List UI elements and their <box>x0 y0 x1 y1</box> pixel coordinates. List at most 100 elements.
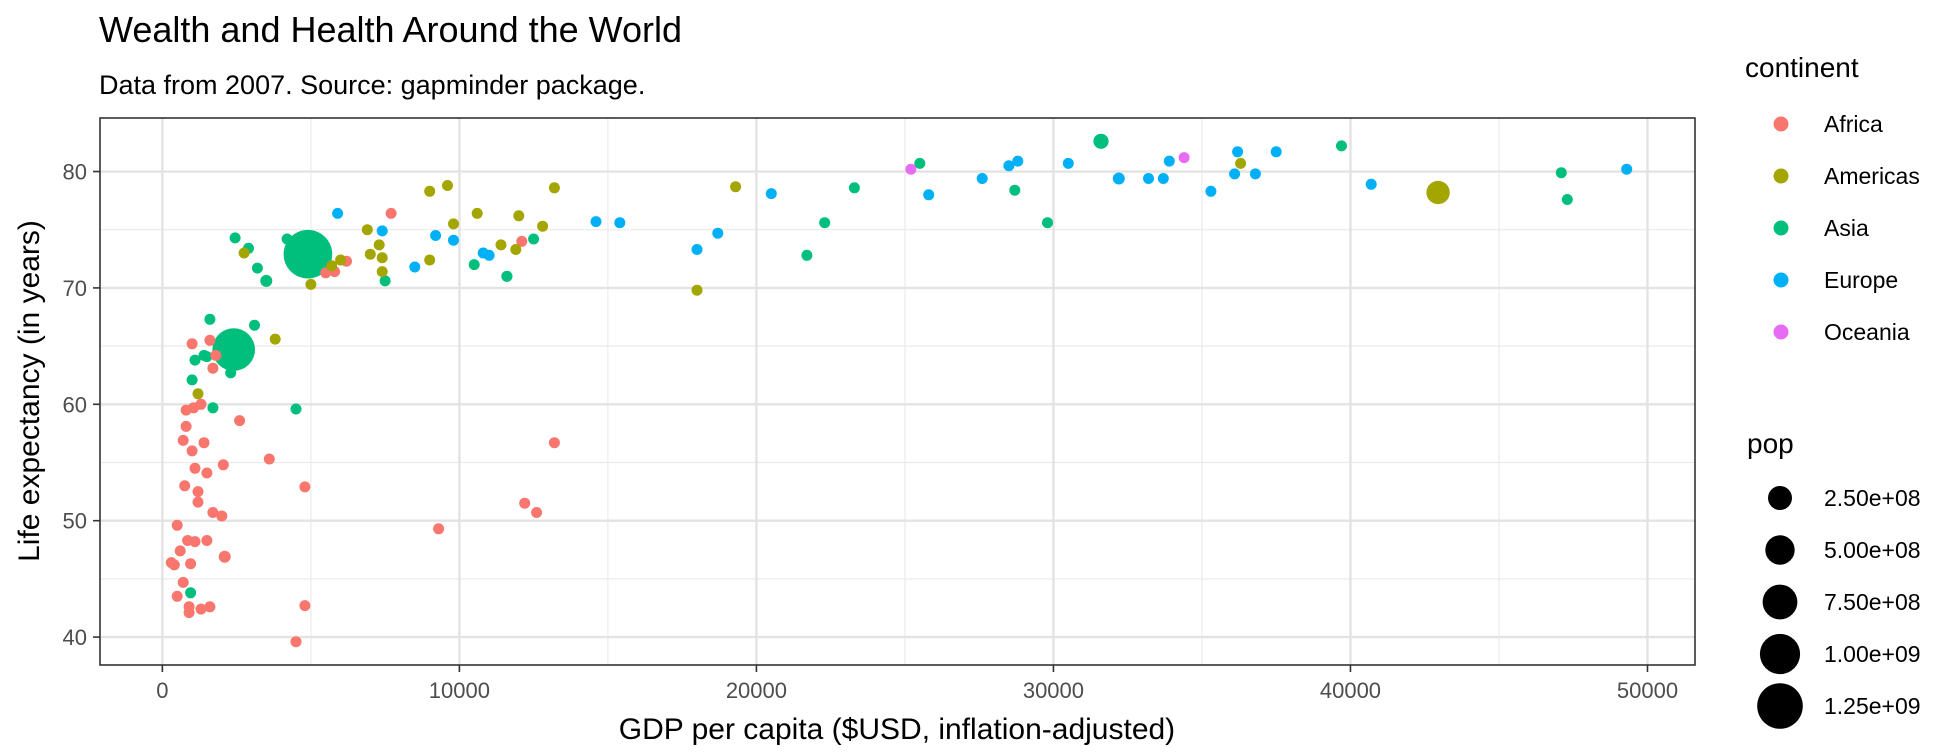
data-point-europe <box>376 225 388 237</box>
data-point-asia <box>207 402 219 414</box>
data-point-africa <box>290 636 302 648</box>
data-point-asia <box>186 374 198 386</box>
data-point-europe <box>409 261 421 273</box>
size-legend-label: 7.50e+08 <box>1824 589 1921 615</box>
data-point-asia <box>1336 140 1347 152</box>
data-point-africa <box>385 207 397 219</box>
data-point-europe <box>691 244 703 255</box>
data-point-europe <box>477 247 489 259</box>
data-point-africa <box>234 415 246 427</box>
legend-label-oceania: Oceania <box>1824 319 1910 345</box>
data-point-oceania <box>905 163 917 175</box>
data-point-americas <box>424 185 436 197</box>
data-point-americas <box>424 254 436 266</box>
data-point-europe <box>1062 157 1074 169</box>
data-point-asia <box>290 403 302 415</box>
data-point-europe <box>1270 146 1282 158</box>
data-point-americas <box>730 181 742 193</box>
legend-label-americas: Americas <box>1824 163 1920 189</box>
data-point-europe <box>976 173 988 184</box>
data-point-africa <box>189 536 201 548</box>
data-point-africa <box>433 523 445 535</box>
size-legend-key <box>1765 535 1795 565</box>
plot-background <box>100 118 1695 665</box>
size-legend-key <box>1762 584 1798 620</box>
data-point-africa <box>177 434 189 446</box>
y-tick-label: 60 <box>63 392 87 417</box>
data-point-americas <box>238 247 250 259</box>
color-legend-title: continent <box>1745 52 1859 83</box>
data-point-europe <box>590 216 602 228</box>
data-point-africa <box>186 338 198 350</box>
data-point-americas <box>537 220 549 232</box>
chart-subtitle: Data from 2007. Source: gapminder packag… <box>99 70 645 100</box>
data-point-africa <box>177 576 189 588</box>
data-point-africa <box>183 601 195 613</box>
data-point-africa <box>198 437 210 449</box>
data-point-americas <box>1235 157 1247 169</box>
data-point-americas <box>335 254 347 266</box>
data-point-africa <box>204 601 216 613</box>
data-point-americas <box>326 260 338 272</box>
data-point-africa <box>201 535 213 546</box>
data-point-europe <box>1112 172 1125 185</box>
data-point-africa <box>195 603 207 615</box>
data-point-africa <box>180 420 192 432</box>
data-point-africa <box>185 558 197 570</box>
legend-label-africa: Africa <box>1824 111 1883 137</box>
data-point-asia <box>1093 133 1109 149</box>
size-legend-label: 1.00e+09 <box>1824 641 1921 667</box>
data-point-americas <box>1426 180 1450 205</box>
data-point-europe <box>765 188 777 200</box>
x-tick-label: 10000 <box>429 678 490 703</box>
data-point-americas <box>548 182 560 194</box>
data-point-americas <box>361 224 373 236</box>
data-point-europe <box>923 189 935 201</box>
data-point-europe <box>1163 155 1175 167</box>
data-point-europe <box>1621 163 1633 175</box>
legend-label-europe: Europe <box>1824 267 1898 293</box>
size-legend-key <box>1759 633 1801 675</box>
data-point-europe <box>1365 178 1377 190</box>
data-point-americas <box>373 239 385 251</box>
data-point-africa <box>189 462 201 474</box>
data-point-africa <box>207 507 219 518</box>
chart-title: Wealth and Health Around the World <box>99 9 682 50</box>
size-legend-key <box>1757 683 1803 729</box>
data-point-europe <box>1003 160 1015 172</box>
data-point-europe <box>1229 168 1241 180</box>
data-point-africa <box>217 459 229 471</box>
data-point-europe <box>712 227 724 239</box>
data-point-africa <box>299 600 311 612</box>
data-point-africa <box>263 453 275 465</box>
data-point-africa <box>195 398 207 410</box>
data-point-africa <box>216 510 228 522</box>
data-point-americas <box>269 333 281 345</box>
data-point-asia <box>1042 217 1053 229</box>
x-tick-label: 40000 <box>1320 678 1381 703</box>
data-point-africa <box>186 445 198 457</box>
data-point-africa <box>192 486 204 498</box>
data-point-asia <box>260 274 273 287</box>
data-point-asia <box>914 157 926 169</box>
legend-key-europe <box>1773 272 1789 288</box>
data-point-africa <box>548 437 560 449</box>
data-point-africa <box>218 550 231 563</box>
data-point-asia <box>283 229 333 279</box>
data-point-africa <box>201 467 213 479</box>
data-point-africa <box>207 362 219 374</box>
data-point-asia <box>189 354 201 366</box>
data-point-asia <box>249 319 260 331</box>
x-axis: 0 10000 20000 30000 40000 50000 <box>156 665 1678 703</box>
size-legend: pop 2.50e+08 5.00e+08 7.50e+08 1.00e+09 1.25… <box>1747 428 1921 729</box>
legend-key-americas <box>1773 168 1789 184</box>
data-point-europe <box>1232 146 1244 158</box>
data-point-asia <box>225 367 237 379</box>
data-point-africa <box>210 349 222 361</box>
size-legend-label: 2.50e+08 <box>1824 485 1921 511</box>
data-point-africa <box>171 519 183 531</box>
data-point-africa <box>192 496 204 508</box>
legend-key-oceania <box>1773 324 1789 340</box>
data-point-asia <box>185 587 197 599</box>
